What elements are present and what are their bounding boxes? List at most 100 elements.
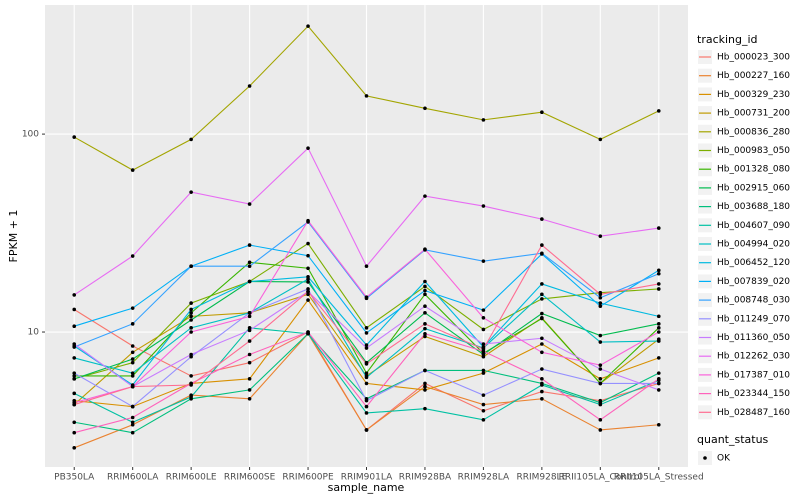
- point: [540, 350, 544, 355]
- point: [72, 446, 77, 450]
- point: [130, 344, 135, 348]
- point: [364, 343, 369, 347]
- point: [481, 402, 486, 407]
- legend-label: Hb_012262_030: [717, 352, 790, 362]
- point: [481, 371, 486, 375]
- point: [130, 360, 135, 365]
- point: [540, 342, 544, 346]
- point: [540, 282, 544, 286]
- legend-label: Hb_000329_230: [717, 90, 790, 100]
- point: [72, 420, 77, 425]
- x-tick-label: RRIM600LE: [166, 473, 217, 483]
- point: [247, 328, 252, 333]
- point: [656, 282, 661, 286]
- point: [306, 287, 310, 291]
- point: [189, 326, 193, 330]
- point: [247, 279, 252, 284]
- point: [130, 168, 135, 172]
- point: [423, 331, 427, 336]
- point: [72, 371, 77, 375]
- point: [598, 402, 603, 407]
- point: [247, 339, 252, 343]
- point: [306, 289, 310, 294]
- point: [364, 295, 369, 299]
- point: [306, 266, 310, 271]
- point: [423, 194, 427, 198]
- point: [423, 247, 427, 252]
- legend-label: Hb_000983_050: [717, 146, 790, 156]
- point: [656, 326, 661, 330]
- point: [130, 350, 135, 355]
- x-tick-label: RRIM928LE: [516, 473, 567, 483]
- legend-title: tracking_id: [697, 33, 758, 46]
- point: [247, 84, 252, 88]
- point: [130, 322, 135, 326]
- point: [130, 371, 135, 375]
- point: [306, 24, 310, 28]
- legend-label: Hb_000731_200: [717, 109, 790, 119]
- point: [189, 330, 193, 334]
- point: [481, 327, 486, 332]
- point: [306, 218, 310, 223]
- point: [364, 381, 369, 386]
- point: [656, 226, 661, 230]
- point: [598, 234, 603, 238]
- point: [423, 384, 427, 389]
- point: [598, 381, 603, 386]
- point: [423, 334, 427, 339]
- point: [306, 292, 310, 297]
- point: [656, 371, 661, 375]
- point: [247, 314, 252, 319]
- legend-label: Hb_000023_300: [717, 53, 790, 63]
- legend-label: Hb_001328_080: [717, 165, 790, 175]
- point: [598, 377, 603, 381]
- point: [598, 418, 603, 422]
- legend-label: Hb_006452_120: [717, 258, 790, 268]
- legend-label: Hb_003688_180: [717, 202, 790, 212]
- legend-label: Hb_011249_070: [717, 314, 790, 324]
- point: [598, 292, 603, 297]
- point: [540, 396, 544, 401]
- point: [598, 340, 603, 344]
- point: [656, 381, 661, 386]
- x-tick-label: RRIM600LA: [107, 473, 159, 483]
- point: [72, 430, 77, 435]
- point: [598, 367, 603, 371]
- point: [598, 295, 603, 300]
- point: [656, 377, 661, 381]
- point: [423, 381, 427, 386]
- point: [189, 352, 193, 357]
- point: [540, 367, 544, 371]
- legend-label: Hb_007839_020: [717, 277, 790, 287]
- point: [306, 280, 310, 284]
- point: [540, 251, 544, 256]
- point: [540, 110, 544, 115]
- point: [364, 264, 369, 269]
- point: [656, 314, 661, 319]
- point: [656, 271, 661, 276]
- legend-label: Hb_000227_160: [717, 71, 790, 81]
- point: [540, 377, 544, 381]
- point: [656, 422, 661, 427]
- point: [247, 377, 252, 381]
- point: [423, 279, 427, 284]
- point: [540, 243, 544, 247]
- point: [656, 287, 661, 291]
- point: [130, 254, 135, 258]
- point: [189, 301, 193, 305]
- point: [364, 331, 369, 335]
- point: [364, 371, 369, 375]
- point: [364, 411, 369, 415]
- point: [540, 316, 544, 321]
- point: [189, 137, 193, 142]
- point: [189, 374, 193, 378]
- point: [130, 357, 135, 361]
- point: [481, 352, 486, 357]
- x-tick-label: PB350LA: [54, 473, 95, 483]
- point: [540, 217, 544, 221]
- point: [72, 342, 77, 346]
- point: [656, 339, 661, 343]
- point: [423, 106, 427, 111]
- point: [540, 292, 544, 297]
- point: [189, 314, 193, 319]
